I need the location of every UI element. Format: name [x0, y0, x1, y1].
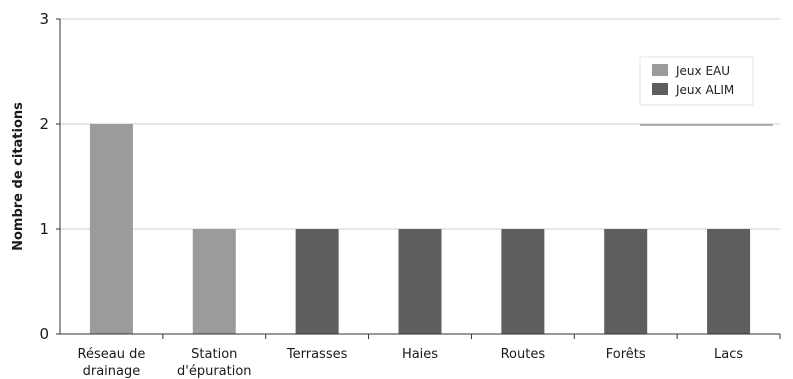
tick-labels: 0 1 2 3 Réseau de drainage Station d'épuration T…	[39, 10, 743, 379]
bars	[89, 124, 751, 334]
legend-label: Jeux EAU	[675, 64, 730, 78]
y-tick-label: 2	[39, 115, 49, 133]
y-tick-label: 1	[39, 220, 49, 238]
gridlines	[60, 18, 780, 230]
y-tick-label: 3	[39, 10, 49, 28]
bar-jeux-eau	[192, 229, 236, 334]
bar-jeux-alim	[501, 229, 545, 334]
x-tick-label: Lacs	[714, 347, 743, 362]
legend-swatch	[652, 83, 668, 95]
axes	[56, 18, 781, 339]
x-tick-label: Terrasses	[286, 347, 348, 362]
bar-jeux-alim	[295, 229, 339, 334]
x-tick-label: Forêts	[606, 347, 646, 362]
bar-jeux-eau	[89, 124, 133, 334]
bar-jeux-alim	[604, 229, 648, 334]
x-tick-label: Haies	[402, 347, 438, 362]
legend: Jeux EAU Jeux ALIM	[639, 56, 773, 126]
bar-jeux-alim	[398, 229, 442, 334]
y-tick-label: 0	[39, 325, 49, 343]
bar-jeux-alim	[707, 229, 751, 334]
x-tick-label: Station d'épuration	[177, 347, 252, 379]
y-axis-title: Nombre de citations	[11, 102, 26, 251]
x-tick-label: Réseau de drainage	[78, 347, 146, 379]
x-tick-label: Routes	[501, 347, 546, 362]
legend-swatch	[652, 64, 668, 76]
legend-label: Jeux ALIM	[675, 83, 734, 97]
